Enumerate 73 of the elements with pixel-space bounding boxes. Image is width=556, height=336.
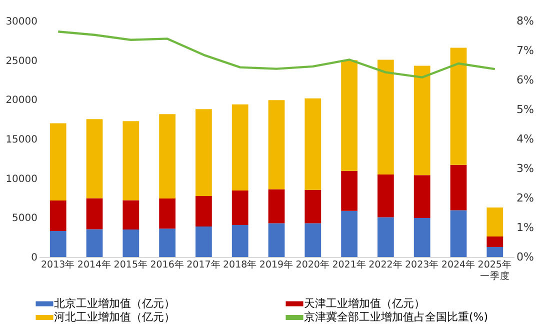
bar <box>50 200 66 231</box>
y2-tick-label: 3% <box>516 162 534 175</box>
y2-tick-label: 6% <box>516 74 534 86</box>
bar <box>86 198 103 230</box>
y2-tick-label: 7% <box>516 44 534 57</box>
bar <box>196 109 212 196</box>
bar <box>414 66 430 176</box>
y-tick-label: 10000 <box>6 174 38 185</box>
bar <box>486 247 504 257</box>
bar <box>450 164 467 210</box>
x-tick-label: 2021年 <box>332 258 366 270</box>
bar <box>414 218 430 257</box>
bar <box>341 210 358 257</box>
bar <box>378 217 394 257</box>
line-series <box>57 30 496 78</box>
x-tick-label: 2023年 <box>405 258 440 270</box>
x-tick-label: 2016年 <box>150 258 184 270</box>
y2-tick-label: 4% <box>516 132 534 146</box>
x-tick-label: 2018年 <box>223 258 258 270</box>
y2-tick-label: 0% <box>516 250 534 264</box>
x-tick-label: 2024年 <box>441 258 476 270</box>
x-tick-label: 2019年 <box>259 258 294 270</box>
x-tick-label: 2020年 <box>296 258 330 270</box>
bar <box>304 190 322 224</box>
x-tick-label: 2022年 <box>368 258 403 270</box>
bar <box>268 189 285 224</box>
legend-label: 天津工业增加值（亿元） <box>304 296 425 310</box>
bar <box>86 119 103 198</box>
bar <box>341 60 358 171</box>
y2-tick-label: 1% <box>516 221 534 234</box>
bar <box>159 198 176 229</box>
bar <box>196 196 212 227</box>
bar <box>232 190 248 225</box>
bar <box>232 104 248 191</box>
bar <box>232 224 248 257</box>
x-tick-label: 2013年 <box>41 258 76 270</box>
bar <box>450 210 467 257</box>
bar <box>159 228 176 257</box>
bar <box>268 223 285 257</box>
x-tick-label: 2015年 <box>114 258 148 270</box>
bar <box>159 114 176 199</box>
x-tick-label: 2025年一季度 <box>478 258 512 282</box>
bar <box>486 208 504 237</box>
bar <box>50 230 66 257</box>
bar <box>196 226 212 257</box>
bar <box>414 175 430 218</box>
bar <box>486 236 504 248</box>
y-tick-label: 20000 <box>6 95 38 106</box>
bar <box>378 174 394 218</box>
legend-label: 河北工业增加值（亿元） <box>54 310 175 324</box>
bar <box>122 121 140 200</box>
bar <box>378 60 394 174</box>
bar <box>86 229 103 257</box>
bar <box>268 100 285 190</box>
bar <box>50 123 66 201</box>
bar <box>122 200 140 230</box>
y-tick-label: 30000 <box>6 16 38 28</box>
x-tick-label: 2014年 <box>77 258 112 270</box>
y2-tick-label: 2% <box>516 192 534 204</box>
y2-tick-label: 8% <box>516 14 534 28</box>
bar <box>450 48 467 165</box>
bar <box>341 170 358 211</box>
y-tick-label: 5000 <box>12 213 38 224</box>
bar <box>122 230 140 257</box>
y2-tick-label: 5% <box>516 103 534 116</box>
y-tick-label: 25000 <box>6 56 38 67</box>
y-tick-label: 15000 <box>6 134 38 146</box>
x-tick-label: 2017年 <box>186 258 221 270</box>
y-tick-label: 0 <box>31 252 38 264</box>
legend-label: 北京工业增加值（亿元） <box>54 296 175 310</box>
legend-label: 京津冀全部工业增加值占全国比重(%) <box>304 310 488 324</box>
bar <box>304 223 322 257</box>
bar <box>304 98 322 190</box>
